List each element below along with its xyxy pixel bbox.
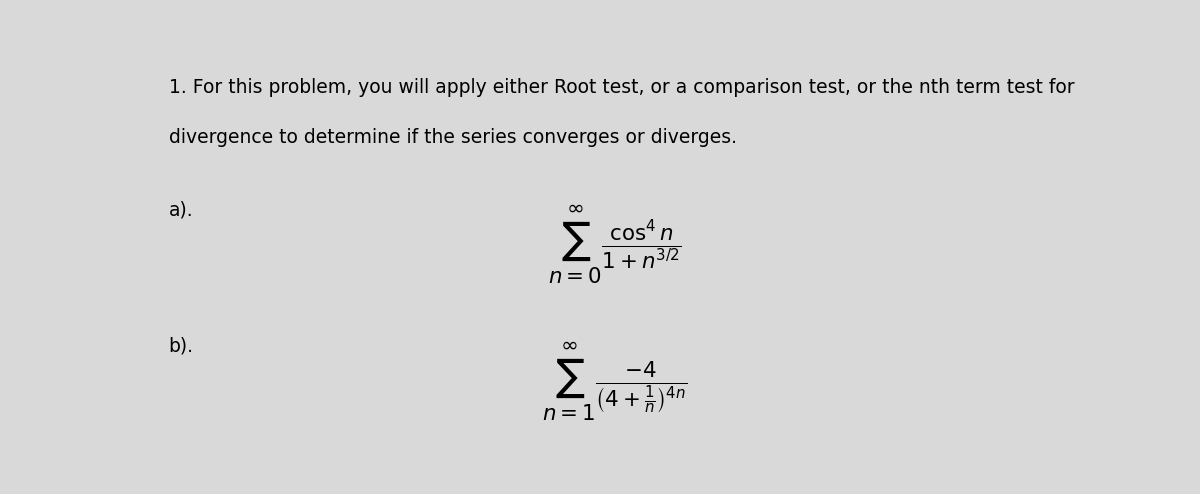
- Text: divergence to determine if the series converges or diverges.: divergence to determine if the series co…: [168, 128, 737, 147]
- Text: 1. For this problem, you will apply either Root test, or a comparison test, or t: 1. For this problem, you will apply eith…: [168, 79, 1074, 97]
- Text: a).: a).: [168, 200, 193, 219]
- Text: $\sum_{n=0}^{\infty} \frac{\cos^4 n}{1 + n^{3/2}}$: $\sum_{n=0}^{\infty} \frac{\cos^4 n}{1 +…: [548, 204, 682, 286]
- Text: b).: b).: [168, 337, 193, 356]
- Text: $\sum_{n=1}^{\infty} \frac{-4}{\left(4 + \frac{1}{n}\right)^{4n}}$: $\sum_{n=1}^{\infty} \frac{-4}{\left(4 +…: [542, 341, 688, 423]
